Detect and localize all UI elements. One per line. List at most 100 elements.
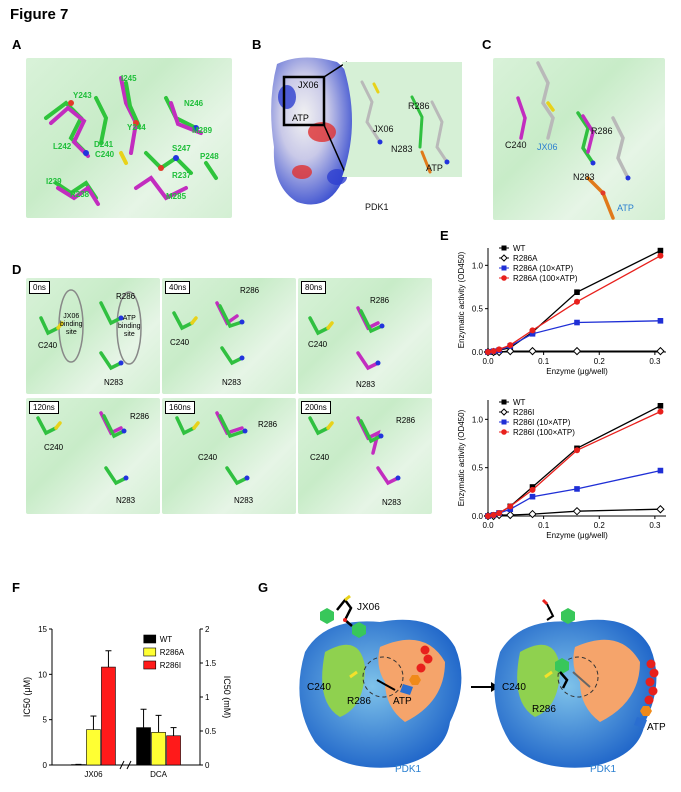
category-label: JX06 — [84, 770, 103, 779]
time-label: 120ns — [29, 401, 59, 414]
panel-c-label: C — [482, 37, 492, 52]
y-tick-label-right: 1.5 — [205, 659, 217, 668]
jx06-label: JX06 — [537, 142, 558, 152]
data-point — [528, 509, 537, 519]
y-tick-label: 1.0 — [472, 415, 484, 424]
y-tick-label: 0.5 — [472, 464, 484, 473]
r286-label: R286 — [532, 704, 556, 715]
time-label: 80ns — [301, 281, 327, 294]
r286-label: R286 — [408, 101, 430, 111]
legend-label: R286A — [513, 254, 538, 263]
c240-label: C240 — [505, 140, 527, 150]
residue-label: N246 — [184, 99, 204, 108]
r286-label: R286 — [258, 420, 278, 429]
legend-label: R286A (10×ATP) — [513, 264, 573, 273]
time-label: 200ns — [301, 401, 331, 414]
data-point — [657, 467, 664, 474]
legend-label: R286I — [513, 408, 534, 417]
y-tick-label-right: 0 — [205, 761, 210, 770]
data-point — [529, 331, 536, 337]
inset-jx06-label: JX06 — [298, 80, 319, 90]
residue-label: L242 — [53, 142, 72, 151]
data-point — [572, 346, 582, 356]
md-frame-sticks — [36, 411, 129, 486]
data-point — [529, 327, 536, 334]
panel-c-structure: R286 C240 JX06 N283 ATP — [493, 58, 665, 220]
residue-label: R238 — [70, 190, 90, 199]
data-point — [574, 298, 580, 305]
data-point — [657, 408, 664, 415]
n283-label: N283 — [104, 378, 124, 387]
bar — [166, 735, 181, 766]
r286-label: R286 — [347, 696, 371, 707]
data-point — [574, 486, 580, 492]
legend-label: WT — [513, 398, 526, 407]
atp-label: ATP — [647, 722, 666, 733]
atp-label: ATP — [393, 696, 412, 707]
residue-label: I239 — [46, 177, 62, 186]
data-point — [506, 346, 515, 356]
x-tick-label: 0.1 — [538, 521, 550, 530]
time-label: 0ns — [29, 281, 50, 294]
legend-swatch — [143, 647, 157, 657]
y-axis-title: Enzymatic activity (OD450) — [457, 251, 466, 348]
y-tick-label: 0.0 — [472, 348, 484, 357]
data-point — [507, 342, 514, 349]
n283-label: N283 — [116, 496, 136, 505]
panel-g-label: G — [258, 580, 269, 595]
jx06-site-label: JX06 binding site — [60, 313, 83, 336]
y-tick-label: 1.0 — [472, 261, 484, 270]
data-point — [485, 513, 491, 519]
chart-e-top: 0.0 0.1 0.2 0.3 0.0 0.5 1.0 Enzyme (μg/well) Enz… — [457, 244, 666, 376]
md-frame-sticks — [308, 416, 401, 486]
c240-label: C240 — [308, 340, 328, 349]
c240-label: C240 — [310, 453, 330, 462]
data-point — [656, 346, 665, 356]
data-point — [496, 346, 503, 353]
c240-label: C240 — [170, 338, 190, 347]
data-point — [506, 510, 515, 520]
x-tick-label: 0.0 — [482, 357, 494, 366]
y-tick-label-right: 2 — [205, 625, 210, 634]
data-point — [507, 503, 514, 510]
legend-marker — [501, 275, 507, 281]
legend-swatch — [143, 660, 157, 670]
r286-label: R286 — [116, 292, 136, 301]
y-tick-label-right: 0.5 — [205, 727, 217, 736]
md-frame: 40ns R286 C240 N283 — [162, 278, 296, 394]
data-point — [485, 349, 491, 355]
data-point — [572, 506, 582, 516]
n283-label: N283 — [234, 496, 254, 505]
data-point — [657, 403, 664, 409]
bar — [136, 727, 151, 766]
legend-marker — [500, 408, 508, 416]
legend-marker — [500, 254, 508, 262]
x-axis-title: Enzyme (μg/well) — [546, 531, 608, 540]
md-frame: 160ns R286 C240 N283 — [162, 398, 296, 514]
legend-label: R286I (100×ATP) — [513, 428, 575, 437]
legend-label: R286A (100×ATP) — [513, 274, 578, 283]
chart-f: 0 5 10 15 0 0.5 1 1.5 2 IC50 (μM) IC50 (mM) JX06 DCA… — [22, 625, 232, 779]
y-tick-label-right: 1 — [205, 693, 210, 702]
md-frame-sticks — [172, 301, 245, 366]
data-point — [574, 447, 580, 454]
data-point — [574, 319, 580, 326]
panel-a-sticks — [44, 76, 218, 206]
legend-marker — [501, 419, 507, 425]
data-point — [657, 252, 664, 259]
pdk1-label: PDK1 — [395, 764, 422, 775]
legend-marker — [501, 265, 507, 271]
panel-b-label: B — [252, 37, 262, 52]
n283-label: N283 — [222, 378, 242, 387]
md-frame-sticks — [308, 306, 385, 371]
residue-label: P248 — [200, 152, 219, 161]
bar — [101, 666, 116, 766]
r286-label: R286 — [370, 296, 390, 305]
legend-label: R286I — [160, 661, 181, 670]
axis-break — [119, 760, 132, 770]
legend-marker — [501, 245, 507, 251]
pdk1-label: PDK1 — [365, 202, 389, 212]
data-point — [657, 247, 664, 254]
md-frame: 200ns R286 C240 N283 — [298, 398, 432, 514]
series-line — [487, 320, 661, 353]
